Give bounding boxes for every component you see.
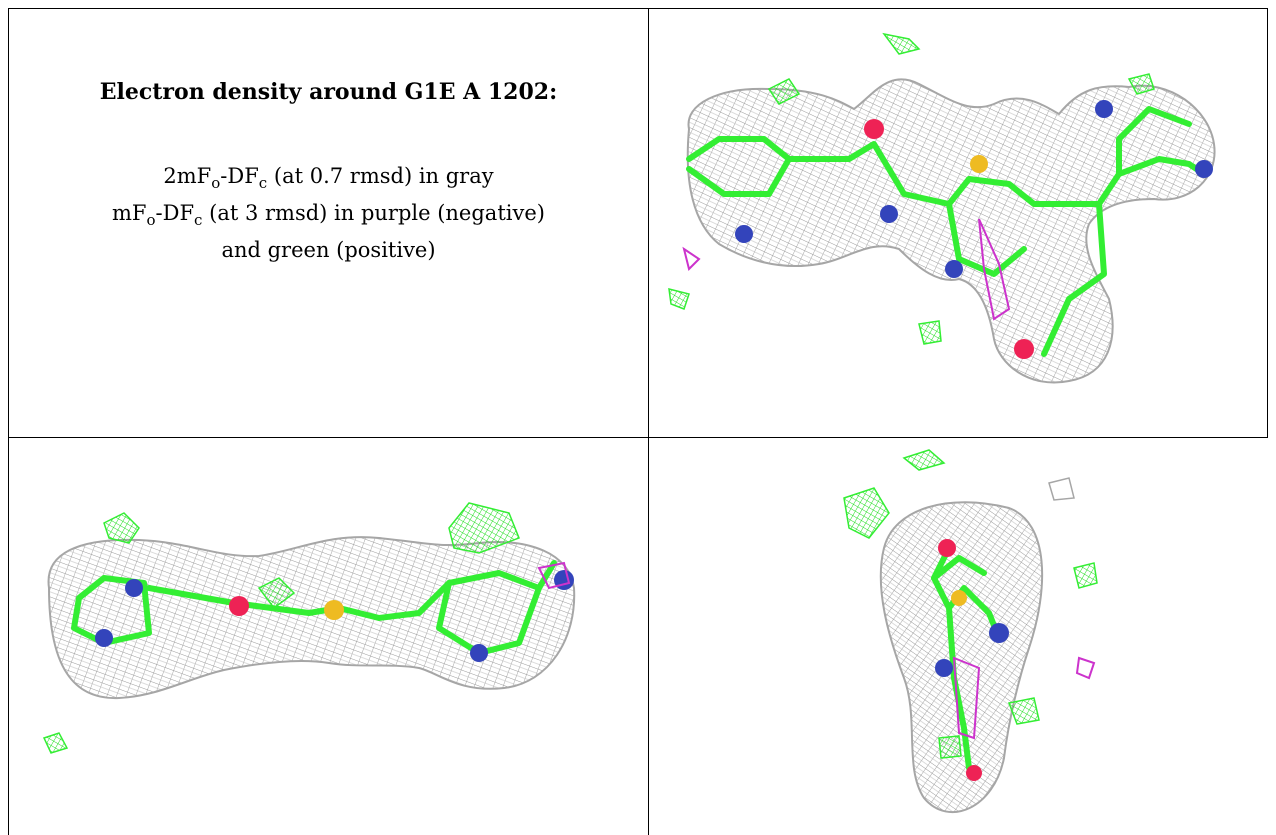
legend-line1-post: (at 0.7 rmsd) in gray	[267, 164, 494, 188]
oxygen-atom	[229, 596, 249, 616]
density-view-1-svg	[668, 32, 1216, 384]
sulfur-atom	[324, 600, 344, 620]
positive-density-blobs	[42, 502, 520, 754]
legend-line1-sub2: c	[258, 174, 268, 193]
negative-density-blob	[978, 218, 1011, 321]
legend-title: Electron density around G1E A 1202:	[99, 79, 558, 105]
legend-line1-mid: -DF	[220, 164, 259, 188]
positive-density-blobs	[843, 449, 1098, 759]
density-mesh-2	[47, 536, 576, 700]
nitrogen-atom	[880, 205, 898, 223]
legend-line-purple: mFo-DFc (at 3 rmsd) in purple (negative)	[9, 198, 648, 235]
legend-line2-sub2: c	[194, 211, 203, 230]
nitrogen-atom	[470, 644, 488, 662]
legend-panel: Electron density around G1E A 1202: 2mFo…	[9, 9, 648, 437]
negative-density-blob	[537, 561, 571, 590]
nitrogen-atom	[735, 225, 753, 243]
border-center	[648, 8, 649, 835]
density-view-3-svg	[843, 449, 1098, 814]
legend-line2-pre: mF	[112, 201, 147, 226]
legend-line1-sub1: o	[211, 174, 221, 193]
border-left	[8, 8, 9, 835]
negative-density-blob	[682, 246, 701, 271]
border-top	[8, 8, 1268, 9]
nitrogen-atom	[935, 659, 953, 677]
density-view-2-svg	[42, 502, 576, 754]
border-middle	[8, 437, 1268, 438]
negative-density-blob	[1075, 656, 1096, 680]
oxygen-atom	[1014, 339, 1034, 359]
legend-line-green: and green (positive)	[221, 238, 436, 263]
legend-line1-pre: 2mF	[163, 164, 212, 188]
density-view-top-right	[649, 9, 1267, 437]
ligand-bonds-1	[686, 106, 1207, 357]
nitrogen-atom	[95, 629, 113, 647]
border-right	[1267, 8, 1268, 438]
sulfur-atom	[970, 155, 988, 173]
oxygen-atom	[864, 119, 884, 139]
sulfur-atom	[951, 590, 967, 606]
grey-density-fragment	[1048, 477, 1075, 501]
legend-line2-post: (at 3 rmsd) in purple (negative)	[202, 201, 545, 226]
nitrogen-atom	[125, 579, 143, 597]
legend-line-gray: 2mFo-DFc (at 0.7 rmsd) in gray	[9, 161, 648, 198]
nitrogen-atom	[945, 260, 963, 278]
legend-line2-sub1: o	[146, 211, 156, 230]
density-view-bottom-right	[649, 438, 1267, 835]
legend-text: Electron density around G1E A 1202: 2mFo…	[9, 79, 648, 265]
positive-density-blobs	[668, 32, 1155, 345]
nitrogen-atom	[989, 623, 1009, 643]
legend-line2-mid: -DF	[155, 201, 195, 226]
nitrogen-atom	[1095, 100, 1113, 118]
oxygen-atom	[966, 765, 982, 781]
oxygen-atom	[938, 539, 956, 557]
density-view-bottom-left	[9, 438, 648, 835]
negative-density-blob	[952, 656, 981, 740]
density-mesh-3	[879, 501, 1044, 814]
nitrogen-atom	[1195, 160, 1213, 178]
